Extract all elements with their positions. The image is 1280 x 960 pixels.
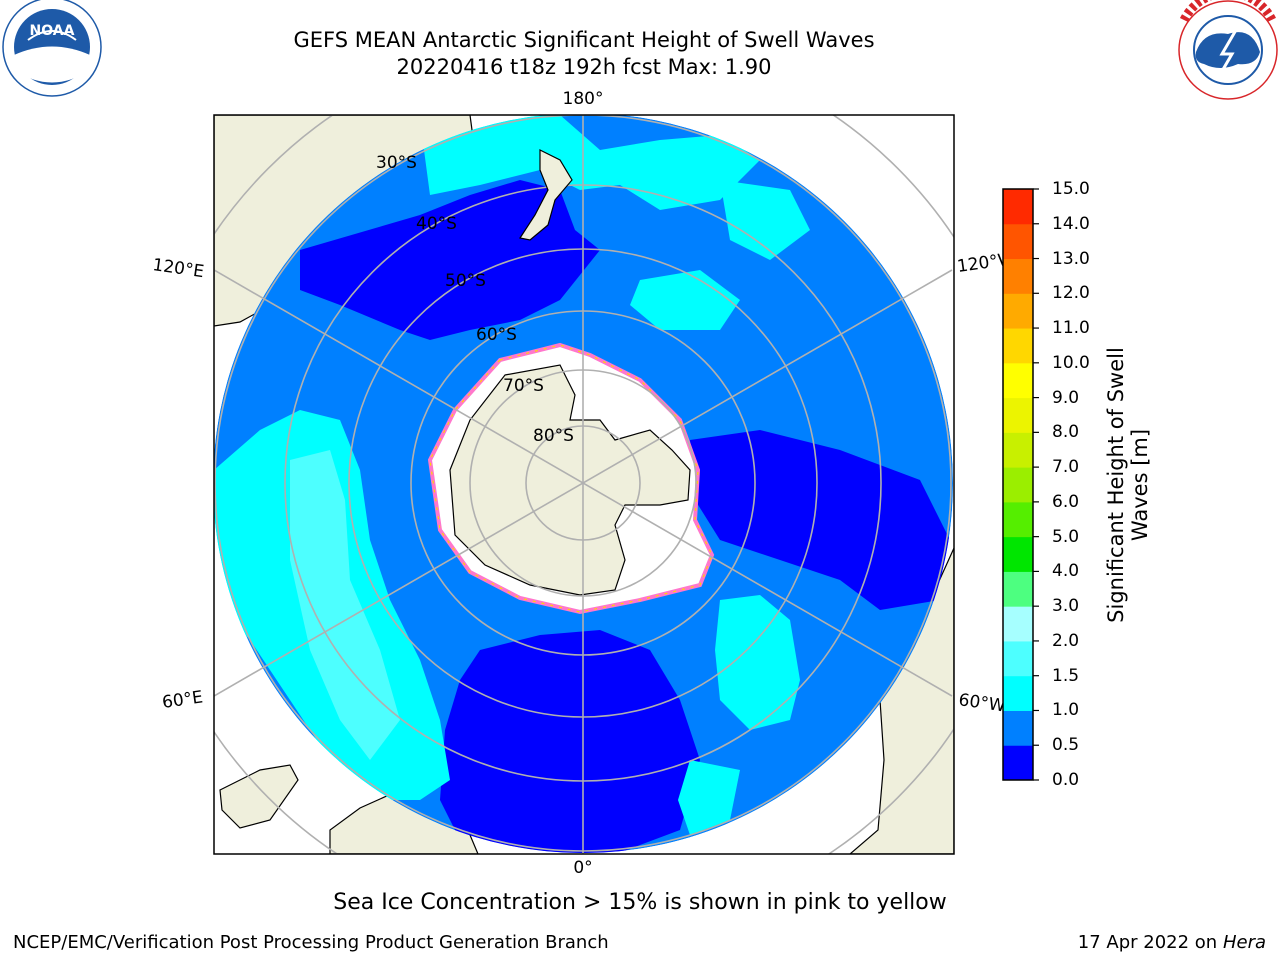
colorbar-tick-label: 7.0 <box>1052 457 1080 478</box>
colorbar-segment <box>1003 710 1033 746</box>
footer-host: Hera <box>1222 932 1266 953</box>
chart-title: GEFS MEAN Antarctic Significant Height o… <box>293 28 875 52</box>
lat-label-80s: 80°S <box>533 426 574 446</box>
colorbar-tick-label: 0.5 <box>1052 735 1080 756</box>
colorbar-tick-label: 4.0 <box>1052 561 1080 582</box>
colorbar-tick-label: 3.0 <box>1052 596 1080 617</box>
colorbar-segment <box>1003 293 1033 329</box>
colorbar <box>1003 189 1033 781</box>
colorbar-ticks <box>1033 188 1039 781</box>
colorbar-tick-label: 2.0 <box>1052 630 1080 651</box>
lat-label-70s: 70°S <box>503 376 544 396</box>
map-area <box>214 115 954 854</box>
colorbar-tick-label: 13.0 <box>1052 248 1090 269</box>
lon-label-0: 0° <box>573 858 592 878</box>
footer-date: 17 Apr 2022 on Hera <box>1078 932 1266 953</box>
colorbar-tick-label: 8.0 <box>1052 422 1080 443</box>
sea-ice-caption: Sea Ice Concentration > 15% is shown in … <box>333 890 947 915</box>
colorbar-segment <box>1003 501 1033 538</box>
colorbar-segment <box>1003 467 1033 503</box>
land-madagascar <box>219 764 299 829</box>
lat-label-30s: 30°S <box>376 153 417 173</box>
colorbar-segment <box>1003 606 1033 642</box>
lon-label-120e: 120°E <box>151 255 205 282</box>
colorbar-tick-label: 5.0 <box>1052 526 1080 547</box>
nws-logo <box>1178 0 1278 100</box>
graticule <box>214 115 954 854</box>
colorbar-tick-label: 1.5 <box>1052 665 1080 686</box>
land-new-zealand <box>519 149 573 241</box>
colorbar-frame <box>1002 188 1034 781</box>
colorbar-segment <box>1003 189 1033 225</box>
footer-date-text: 17 Apr 2022 on <box>1077 932 1223 953</box>
colorbar-tick-label: 1.0 <box>1052 700 1080 721</box>
colorbar-segment <box>1003 223 1033 260</box>
colorbar-segment <box>1003 640 1033 677</box>
colorbar-segment <box>1003 571 1033 607</box>
colorbar-segment <box>1003 397 1033 433</box>
colorbar-tick-label: 10.0 <box>1052 352 1090 373</box>
land-antarctica <box>449 364 691 596</box>
lat-label-40s: 40°S <box>416 214 457 234</box>
colorbar-tick-label: 11.0 <box>1052 318 1090 339</box>
map-frame <box>213 114 955 855</box>
colorbar-segment <box>1003 258 1033 294</box>
lon-label-180: 180° <box>563 89 604 109</box>
colorbar-title: Significant Height of Swell Waves [m] <box>1104 347 1152 623</box>
colorbar-tick-label: 6.0 <box>1052 491 1080 512</box>
chart-subtitle: 20220416 t18z 192h fcst Max: 1.90 <box>396 55 772 79</box>
noaa-logo: NOAA <box>2 0 102 97</box>
lat-label-60s: 60°S <box>476 325 517 345</box>
colorbar-tick-label: 12.0 <box>1052 283 1090 304</box>
noaa-logo-text: NOAA <box>30 23 75 39</box>
colorbar-segment <box>1003 328 1033 364</box>
colorbar-tick-label: 15.0 <box>1052 179 1090 199</box>
sea-ice-fringe <box>429 344 713 613</box>
colorbar-segment <box>1003 362 1033 399</box>
lon-label-60e: 60°E <box>161 687 204 712</box>
colorbar-tick-label: 0.0 <box>1052 770 1080 790</box>
colorbar-segment <box>1003 432 1033 468</box>
lon-label-60w: 60°W <box>957 690 1006 716</box>
colorbar-segment <box>1003 675 1033 711</box>
colorbar-tick-label: 9.0 <box>1052 387 1080 408</box>
footer-credit: NCEP/EMC/Verification Post Processing Pr… <box>13 932 609 953</box>
colorbar-segment <box>1003 745 1033 781</box>
colorbar-tick-label: 14.0 <box>1052 213 1090 234</box>
lat-label-50s: 50°S <box>445 271 486 291</box>
colorbar-segment <box>1003 536 1033 572</box>
